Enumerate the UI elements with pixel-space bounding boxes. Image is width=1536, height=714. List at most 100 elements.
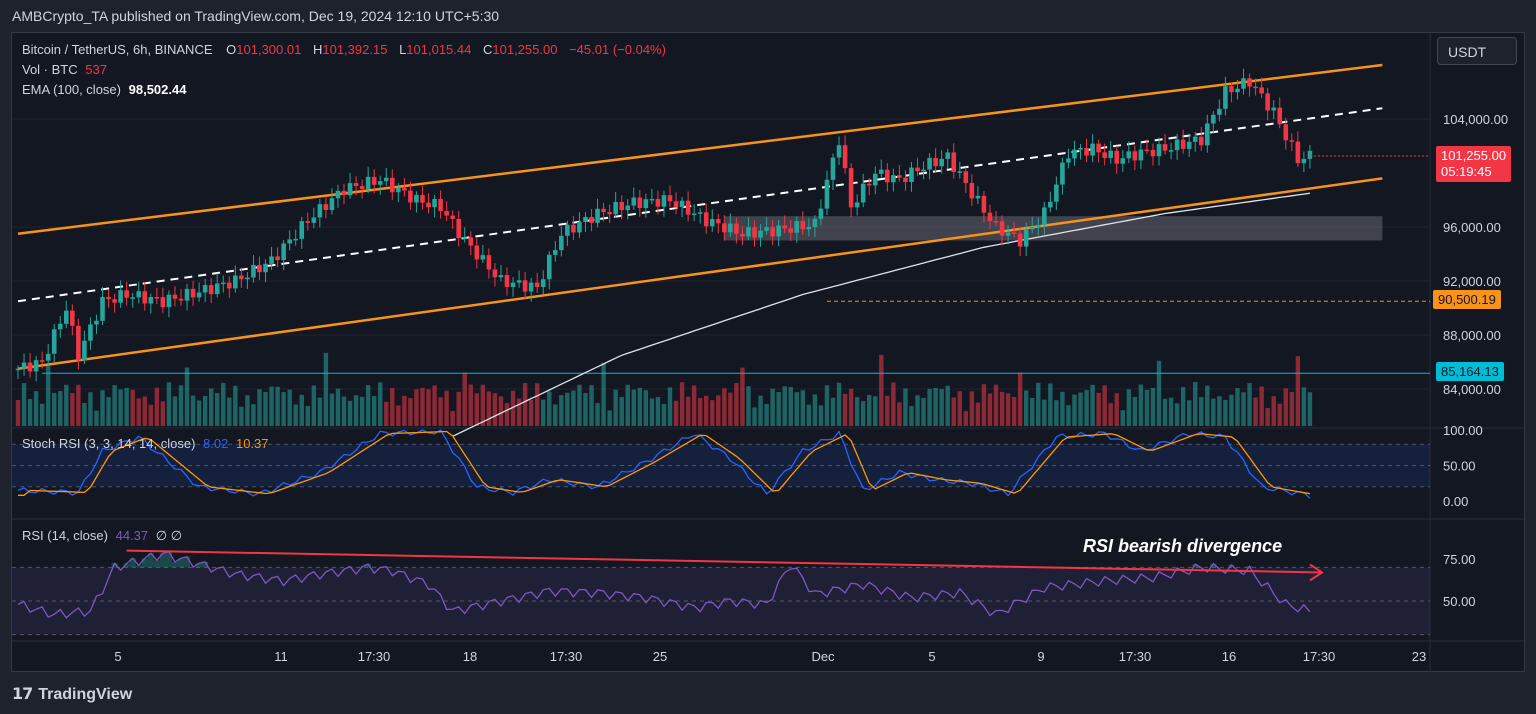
- candle-body: [589, 216, 594, 223]
- volume-bar: [58, 390, 63, 426]
- chart-panel[interactable]: 84,000.00 88,000.00 92,000.00 96,000.00 104,…: [11, 32, 1526, 673]
- candle-body: [486, 255, 492, 270]
- divergence-line: [126, 549, 1323, 574]
- candle-body: [359, 186, 365, 190]
- rsi-band: [12, 567, 1430, 635]
- volume-bar: [293, 404, 298, 426]
- volume-bar: [94, 410, 99, 426]
- volume-bar: [27, 399, 33, 426]
- rsi-legend[interactable]: RSI (14, close) 44.37 ∅ ∅: [22, 528, 186, 544]
- volume-bar: [951, 397, 956, 426]
- volume-bar: [667, 387, 673, 426]
- candle-body: [70, 310, 75, 326]
- volume-bar: [414, 389, 419, 426]
- volume-bar: [981, 384, 987, 426]
- candle-body: [909, 167, 914, 183]
- volume-bar: [963, 411, 969, 426]
- time-axis-tick: 17:30: [1119, 649, 1152, 664]
- volume-bar: [100, 390, 105, 426]
- candle-body: [275, 256, 280, 261]
- ema-legend[interactable]: EMA (100, close) 98,502.44: [22, 82, 190, 97]
- volume-bar: [492, 393, 498, 426]
- volume-bar: [474, 393, 480, 426]
- volume-bar: [595, 403, 600, 426]
- candle-body: [383, 177, 389, 182]
- volume-bar: [800, 390, 806, 426]
- candle-body: [1126, 151, 1132, 159]
- volume-bar: [208, 388, 214, 426]
- time-axis-tick: 17:30: [1303, 649, 1336, 664]
- volume-bar: [915, 395, 920, 426]
- candle-body: [824, 179, 830, 209]
- volume-bar: [498, 396, 504, 426]
- support-line-tag: 85,164.13: [1436, 362, 1504, 381]
- candle-body: [233, 275, 238, 289]
- candle-body: [722, 223, 727, 233]
- volume-bar: [1060, 391, 1065, 426]
- candle-body: [643, 199, 649, 209]
- volume-bar: [607, 410, 612, 426]
- tradingview-footer[interactable]: 17 TradingView: [12, 684, 132, 704]
- volume-bar: [504, 403, 510, 426]
- candle-body: [1072, 149, 1077, 159]
- ema-line: [452, 192, 1310, 437]
- time-axis-tick: 5: [114, 649, 121, 664]
- volume-bar: [758, 395, 763, 426]
- volume-bar: [1048, 383, 1053, 426]
- volume-bar: [1211, 398, 1216, 426]
- symbol-legend[interactable]: Bitcoin / TetherUS, 6h, BINANCE O101,300…: [22, 42, 670, 57]
- volume-bar: [269, 386, 274, 426]
- candle-body: [1223, 86, 1228, 109]
- volume-bar: [528, 399, 534, 426]
- candle-body: [166, 294, 172, 308]
- candle-body: [878, 169, 884, 174]
- candle-body: [1144, 149, 1150, 152]
- volume-legend[interactable]: Vol · BTC 537: [22, 62, 111, 77]
- volume-bar: [854, 397, 860, 426]
- symbol-name[interactable]: Bitcoin / TetherUS, 6h, BINANCE: [22, 42, 213, 57]
- volume-bar: [1132, 396, 1138, 426]
- currency-button[interactable]: USDT: [1437, 37, 1517, 65]
- candle-body: [691, 213, 697, 216]
- candle-body: [1198, 136, 1204, 146]
- volume-bar: [1005, 393, 1011, 426]
- volume-bar: [1223, 399, 1228, 426]
- candle-body: [438, 198, 443, 212]
- volume-bar: [903, 388, 908, 426]
- volume-bar: [33, 391, 39, 426]
- countdown: 05:19:45: [1441, 164, 1492, 179]
- volume-bar: [957, 391, 962, 426]
- candle-body: [130, 297, 136, 299]
- rsi-extra: ∅ ∅: [155, 528, 183, 543]
- candle-body: [299, 221, 305, 239]
- volume-bar: [408, 398, 413, 426]
- volume-bar: [233, 385, 238, 426]
- candle-body: [462, 237, 468, 239]
- price-axis-tick: 104,000.00: [1443, 112, 1508, 127]
- price-axis-tick: 88,000.00: [1443, 328, 1501, 343]
- volume-bar: [184, 367, 190, 426]
- volume-bar: [1277, 403, 1282, 426]
- candle-body: [903, 177, 908, 183]
- candle-body: [1114, 150, 1120, 164]
- candle-body: [154, 297, 160, 299]
- stoch-axis-tick: 0.00: [1443, 494, 1468, 509]
- last-price-tag: 101,255.00 05:19:45: [1436, 146, 1512, 182]
- volume-bar: [1301, 387, 1307, 426]
- candle-body: [1271, 107, 1277, 111]
- volume-bar: [734, 383, 739, 426]
- chart-canvas[interactable]: 84,000.00 88,000.00 92,000.00 96,000.00 104,…: [12, 33, 1526, 673]
- volume-bar: [577, 384, 582, 426]
- candle-body: [782, 225, 788, 229]
- candle-body: [220, 282, 226, 285]
- candle-body: [528, 282, 534, 292]
- candle-body: [1259, 87, 1264, 94]
- candle-body: [800, 221, 806, 230]
- stoch-legend[interactable]: Stoch RSI (3, 3, 14, 14, close) 8.02 10.…: [22, 436, 273, 451]
- volume-bar: [239, 406, 244, 426]
- volume-bar: [347, 400, 353, 426]
- candle-body: [1108, 150, 1114, 158]
- volume-bar: [456, 391, 461, 426]
- candle-body: [365, 176, 371, 190]
- volume-bar: [1138, 384, 1144, 426]
